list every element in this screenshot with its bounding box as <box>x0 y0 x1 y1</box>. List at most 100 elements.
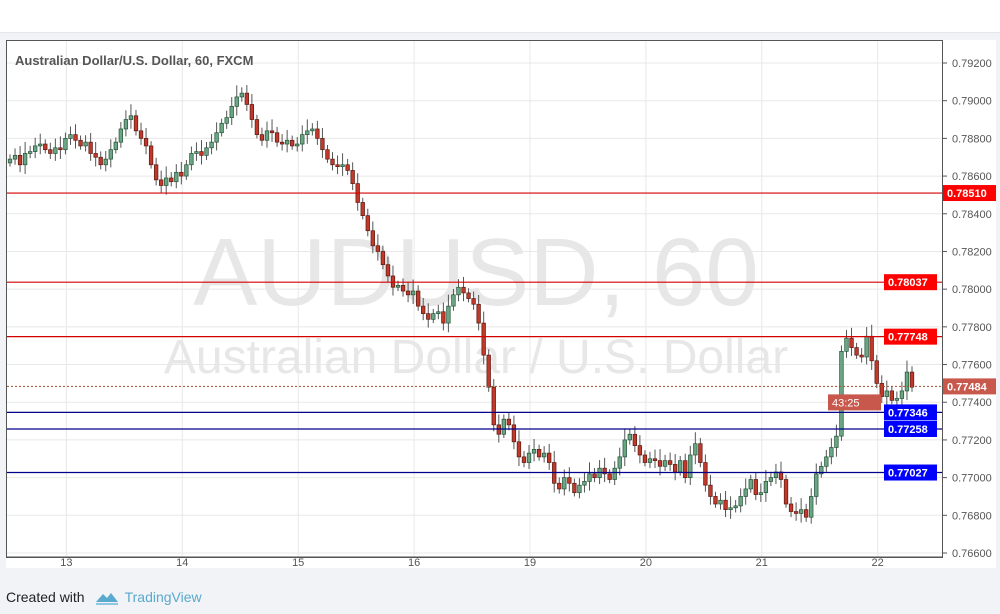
candle-down <box>491 386 496 426</box>
candle-up <box>763 481 769 494</box>
candlestick-chart[interactable]: 0.79200 0.79000 0.78800 0.78600 0.78400 0.782… <box>6 40 996 568</box>
candle-up <box>219 122 224 134</box>
candle-down <box>793 511 799 514</box>
candle-down <box>683 460 688 478</box>
candle-down <box>48 149 53 154</box>
countdown-label: 43:25 <box>832 397 860 409</box>
candle-down <box>521 456 527 463</box>
candle-down <box>405 290 411 296</box>
candle-down <box>486 354 491 388</box>
candle-up <box>541 452 547 458</box>
candle-up <box>829 447 834 458</box>
candle-up <box>899 390 905 399</box>
candle-up <box>662 460 668 467</box>
x-tick-label: 22 <box>872 557 884 568</box>
candle-down <box>667 460 673 465</box>
candle-up <box>410 290 416 296</box>
price-label: 0.77027 <box>888 468 928 480</box>
candle-down <box>642 454 648 463</box>
candle-up <box>22 153 28 166</box>
candle-up <box>340 164 345 168</box>
candle-up <box>688 454 693 478</box>
candle-up <box>214 132 219 143</box>
tradingview-link[interactable]: TradingView <box>124 589 202 605</box>
x-tick-label: 14 <box>176 557 188 568</box>
x-tick-label: 21 <box>756 557 768 568</box>
candle-down <box>859 354 864 358</box>
last-price-box <box>943 378 996 395</box>
candle-down <box>345 164 350 171</box>
price-label-box <box>884 328 937 345</box>
candle-down <box>703 462 708 486</box>
candle-up <box>834 435 839 448</box>
candle-up <box>733 505 738 509</box>
candle-down <box>159 179 164 186</box>
candle-down <box>854 347 859 356</box>
y-tick-label: 0.78400 <box>952 209 992 221</box>
candle-up <box>83 141 88 147</box>
top-bar <box>0 0 1000 33</box>
candle-down <box>607 473 612 480</box>
candle-down <box>874 360 879 384</box>
candle-down <box>698 443 703 463</box>
chart-panel[interactable]: 0.79200 0.79000 0.78800 0.78600 0.78400 0.782… <box>6 40 996 568</box>
candle-down <box>43 143 48 151</box>
candle-up <box>305 130 310 135</box>
candle-down <box>179 171 184 177</box>
y-tick-label: 0.79200 <box>952 58 992 70</box>
candle-down <box>290 139 295 147</box>
y-tick-label: 0.78800 <box>952 133 992 145</box>
price-label-box <box>884 404 937 421</box>
candle-down <box>380 251 386 266</box>
candle-down <box>481 322 486 356</box>
price-label: 0.77748 <box>888 332 928 344</box>
candle-down <box>330 158 335 166</box>
candle-down <box>365 215 370 232</box>
y-tick-label: 0.78200 <box>952 246 992 258</box>
candle-up <box>12 154 18 160</box>
candle-up <box>33 145 38 152</box>
candle-up <box>28 151 33 154</box>
candle-down <box>360 202 365 217</box>
candle-up <box>758 492 763 495</box>
tradingview-logo-icon[interactable] <box>95 589 119 605</box>
candle-up <box>174 171 179 183</box>
candle-down <box>148 145 154 166</box>
x-tick-label: 16 <box>408 557 420 568</box>
candle-down <box>385 264 391 277</box>
candle-down <box>909 371 915 388</box>
y-tick-label: 0.76800 <box>952 510 992 522</box>
candle-up <box>577 484 582 494</box>
candle-down <box>567 477 572 484</box>
candle-down <box>138 130 144 139</box>
chart-title: Australian Dollar/U.S. Dollar, 60, FXCM <box>15 53 253 68</box>
candle-down <box>400 285 406 292</box>
candle-up <box>108 149 113 160</box>
candle-up <box>526 452 532 463</box>
candle-down <box>315 128 320 139</box>
candle-down <box>632 433 637 446</box>
candle-down <box>441 311 446 324</box>
y-tick-label: 0.77000 <box>952 473 992 485</box>
candle-down <box>592 473 597 478</box>
candle-up <box>234 96 239 107</box>
candle-down <box>783 479 789 505</box>
candle-down <box>259 134 265 141</box>
y-tick-label: 0.78600 <box>952 171 992 183</box>
candle-up <box>501 418 506 435</box>
candle-up <box>894 398 900 401</box>
candle-down <box>572 482 577 494</box>
candle-down <box>657 460 663 467</box>
candle-up <box>718 499 723 505</box>
candle-up <box>824 456 829 467</box>
candle-up <box>128 115 134 120</box>
candle-down <box>637 445 643 456</box>
candle-up <box>446 305 451 324</box>
candle-up <box>103 158 108 166</box>
candle-up <box>622 439 627 458</box>
candle-down <box>652 458 658 462</box>
candle-down <box>254 119 260 135</box>
candle-down <box>466 292 471 299</box>
candle-down <box>269 130 275 134</box>
candle-up <box>743 488 748 497</box>
